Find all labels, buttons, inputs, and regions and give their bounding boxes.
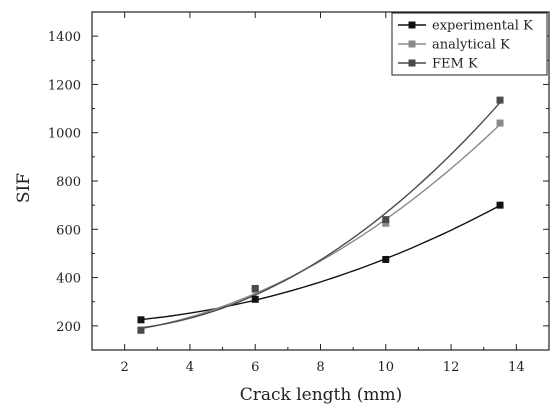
y-tick-label: 800	[56, 175, 81, 190]
legend-marker-analytical-k	[408, 40, 416, 48]
fit-curves	[140, 102, 501, 330]
x-tick-label: 14	[508, 360, 525, 375]
y-tick-label: 200	[56, 320, 81, 335]
x-tick-label: 6	[251, 360, 259, 375]
point-fem-k	[137, 326, 145, 334]
point-analytical-k	[496, 119, 504, 127]
point-experimental-k	[137, 316, 145, 324]
point-experimental-k	[251, 295, 259, 303]
x-axis-label: Crack length (mm)	[240, 385, 403, 405]
curve-analytical-k	[140, 123, 501, 330]
x-tick-label: 12	[443, 360, 460, 375]
legend-label-analytical-k: analytical K	[432, 38, 510, 53]
curve-fem-k	[140, 102, 501, 329]
legend-marker-experimental-k	[408, 21, 416, 29]
data-points	[137, 96, 504, 334]
y-tick-label: 600	[56, 223, 81, 238]
y-tick-label: 1200	[48, 78, 81, 93]
legend-label-experimental-k: experimental K	[432, 19, 533, 34]
y-tick-label: 400	[56, 272, 81, 287]
x-tick-label: 2	[121, 360, 129, 375]
x-tick-label: 10	[378, 360, 395, 375]
legend: experimental K analytical K FEM K	[391, 12, 548, 76]
y-tick-label: 1000	[48, 127, 81, 142]
x-tick-label: 8	[316, 360, 324, 375]
y-tick-label: 1400	[48, 30, 81, 45]
point-fem-k	[382, 216, 390, 224]
point-analytical-k	[382, 219, 390, 227]
point-fem-k	[496, 96, 504, 104]
point-fem-k	[251, 284, 259, 292]
legend-label-fem-k: FEM K	[432, 57, 478, 72]
legend-marker-fem-k	[408, 59, 416, 67]
y-axis-label: SIF	[14, 173, 34, 203]
point-experimental-k	[382, 255, 390, 263]
axis-ticks: 2 4 6 8 10 12 14 200 400 600 800 1000 1200 1400	[48, 12, 550, 375]
point-experimental-k	[496, 201, 504, 209]
x-tick-label: 4	[186, 360, 194, 375]
curve-experimental-k	[140, 204, 501, 321]
